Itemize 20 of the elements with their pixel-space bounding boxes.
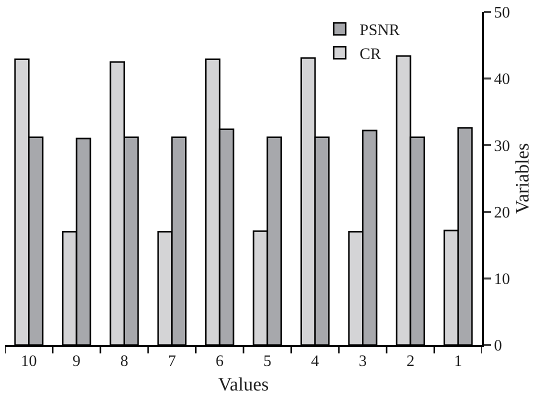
y-tick-label: 50 (494, 4, 510, 22)
y-tick-label: 40 (494, 71, 510, 88)
legend-label: PSNR (360, 22, 400, 40)
y-tick-label: 0 (494, 338, 502, 355)
x-tick-label: 5 (263, 352, 272, 370)
x-axis-title: Values (218, 374, 269, 396)
y-axis-title: Variables (512, 143, 534, 214)
y-tick-label: 20 (494, 204, 510, 222)
x-tick-label: 2 (406, 352, 414, 370)
x-tick-label: 1 (454, 352, 462, 370)
legend-label: CR (360, 46, 382, 63)
y-tick-label: 10 (494, 271, 510, 288)
x-tick-label: 8 (120, 352, 128, 370)
x-tick-label: 3 (358, 352, 367, 370)
x-tick-label: 6 (216, 352, 224, 370)
x-tick-label: 10 (20, 352, 37, 370)
y-tick-label: 30 (494, 138, 510, 155)
x-tick-label: 9 (72, 352, 81, 370)
x-tick-label: 4 (311, 352, 320, 370)
x-tick-label: 7 (168, 352, 176, 370)
